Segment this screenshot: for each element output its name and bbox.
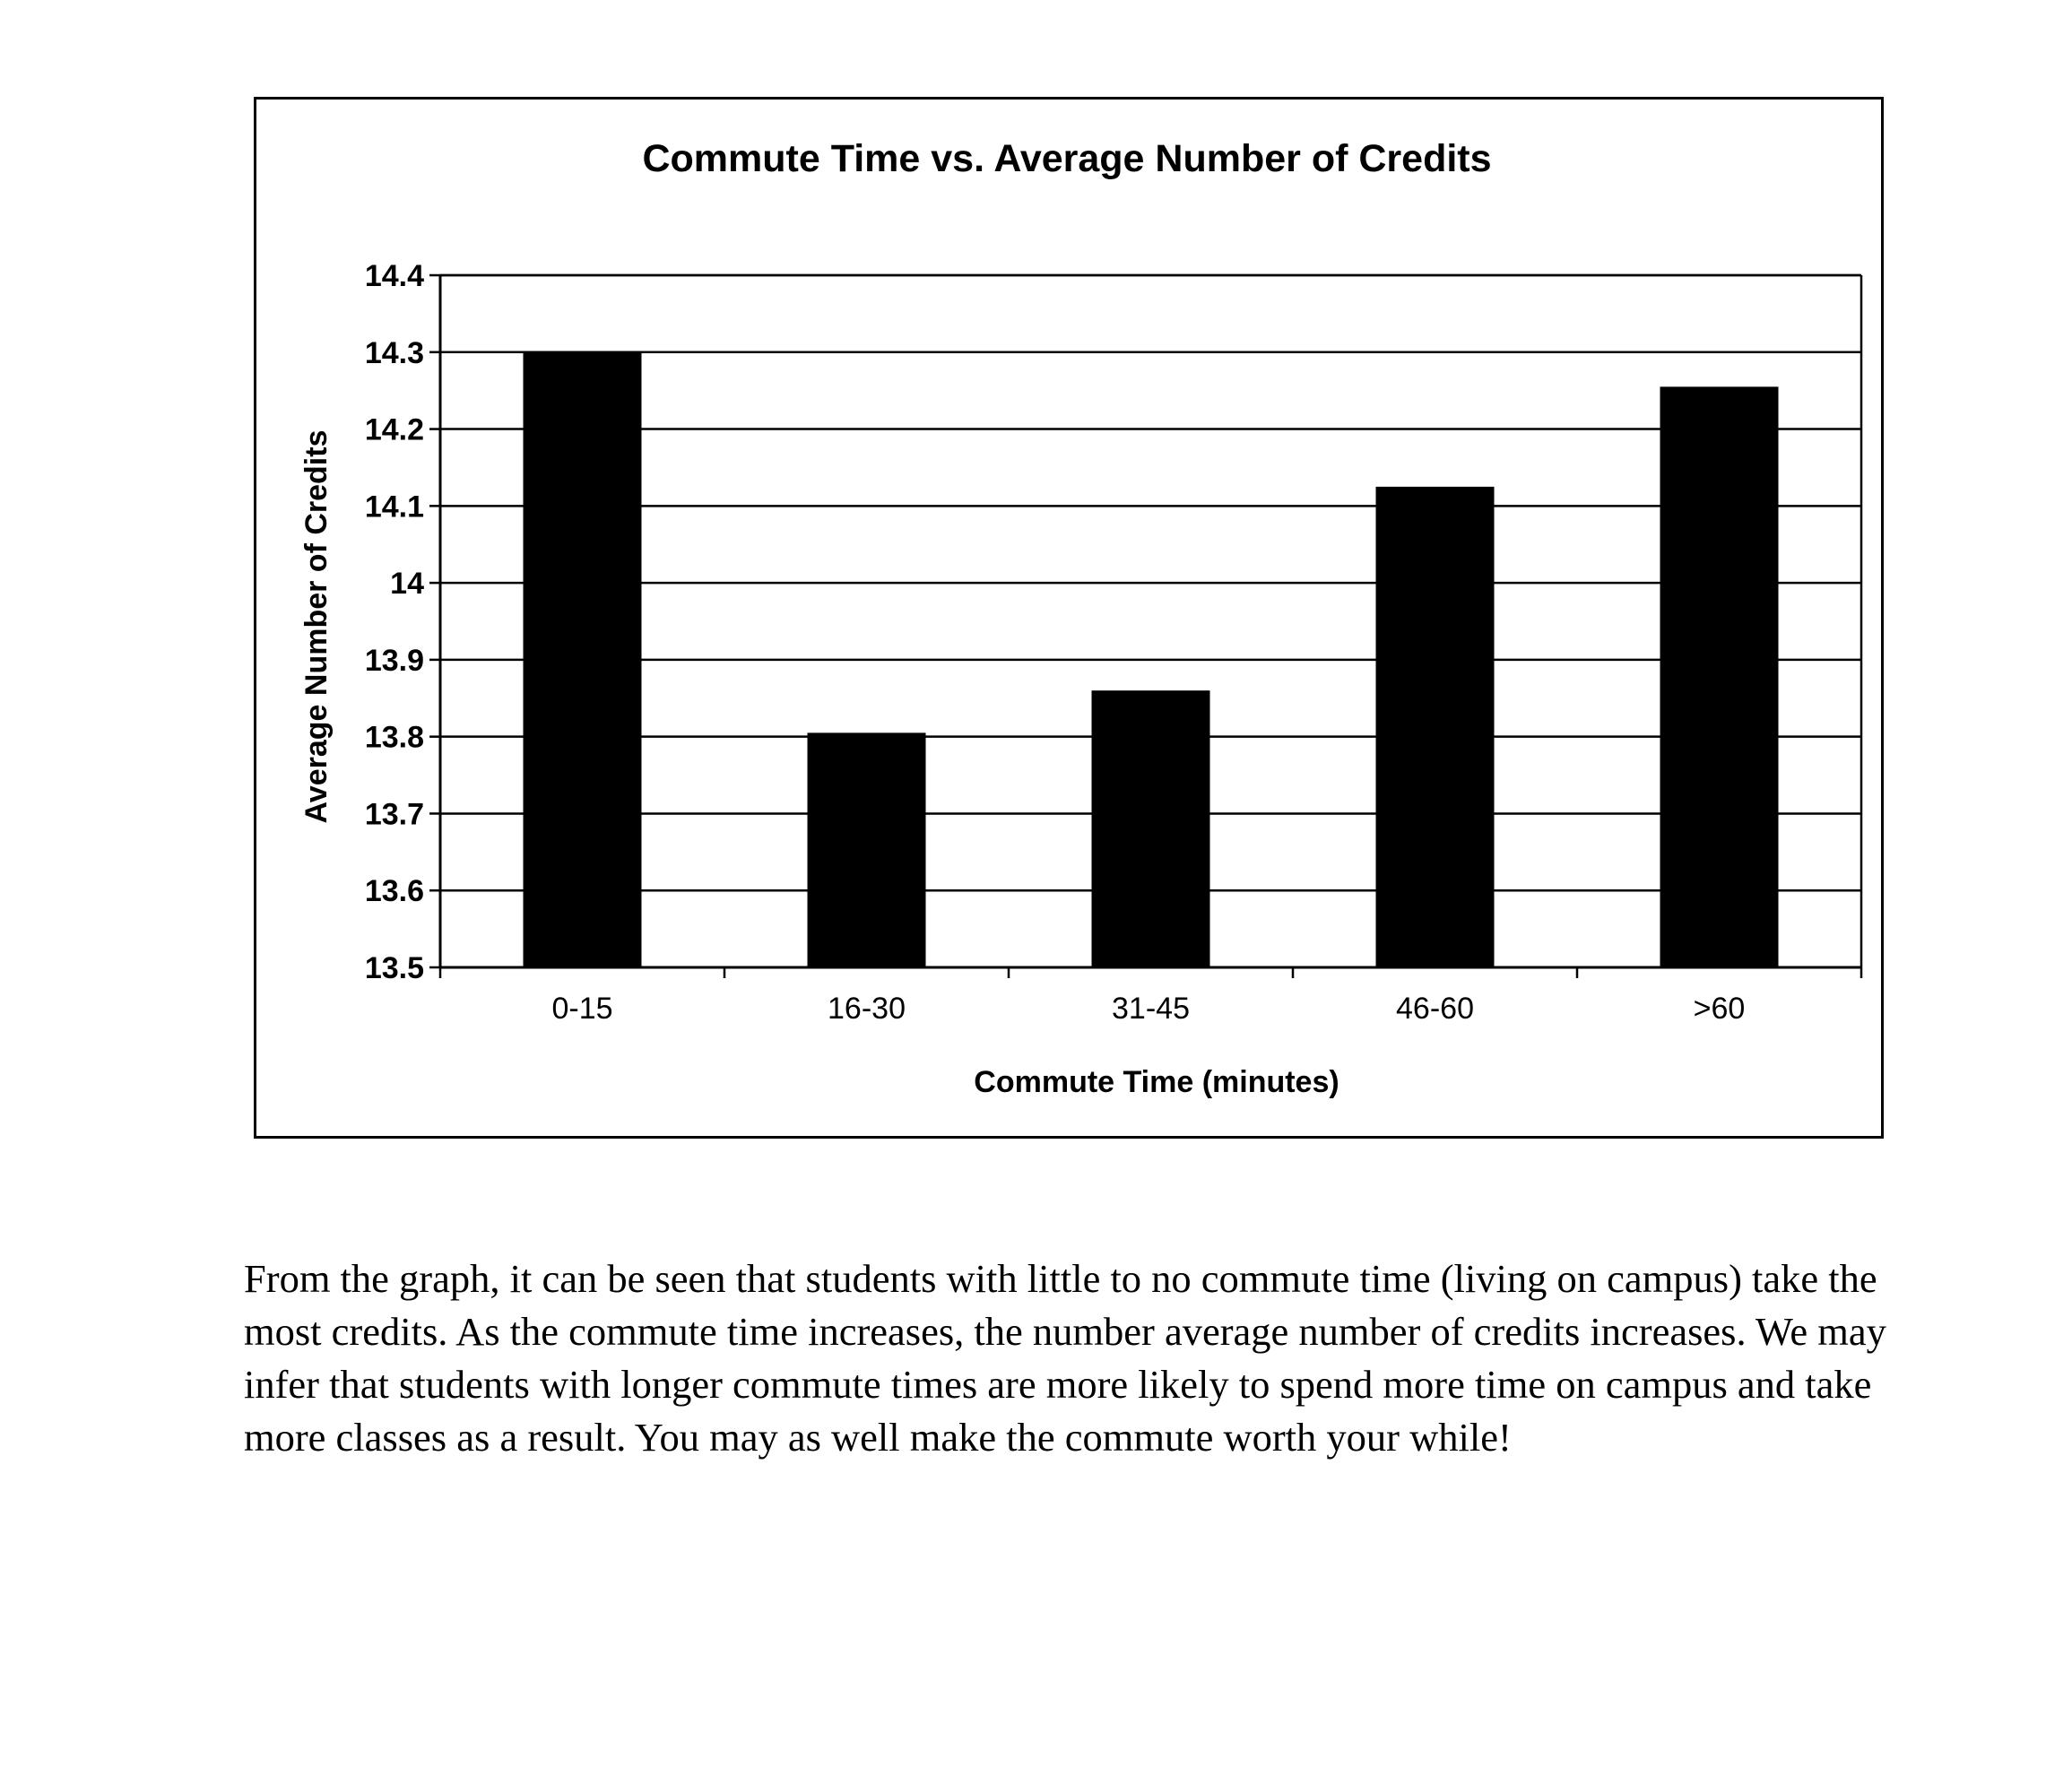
y-tick-label: 13.6 xyxy=(365,874,424,908)
y-tick-label: 13.7 xyxy=(365,797,424,831)
bar-015 xyxy=(523,351,642,967)
bar-1630 xyxy=(807,732,926,967)
x-axis-label: Commute Time (minutes) xyxy=(974,1065,1339,1099)
x-tick-label: 0-15 xyxy=(551,992,612,1026)
y-tick-label: 14.1 xyxy=(365,490,424,524)
y-tick-label: 14.3 xyxy=(365,336,424,370)
chart-title: Commute Time vs. Average Number of Credi… xyxy=(642,137,1491,180)
x-tick-label: 46-60 xyxy=(1396,992,1474,1026)
y-axis-label: Average Number of Credits xyxy=(299,430,334,824)
y-tick-label: 14 xyxy=(390,567,424,601)
x-tick-label: 16-30 xyxy=(828,992,906,1026)
x-tick-labels: 0-15 16-30 31-45 46-60 >60 xyxy=(551,992,1745,1026)
y-tick-label: 14.4 xyxy=(365,259,424,293)
x-tick-label: 31-45 xyxy=(1112,992,1190,1026)
bars xyxy=(523,351,1779,967)
axes xyxy=(429,273,1863,978)
bar-3145 xyxy=(1091,690,1210,967)
y-tick-labels: 13.5 13.6 13.7 13.8 13.9 14 14.1 14.2 14.3 14.4 xyxy=(365,259,424,985)
bar-4660 xyxy=(1375,486,1495,967)
bar-chart: Commute Time vs. Average Number of Credi… xyxy=(299,137,1863,1099)
x-tick-label: >60 xyxy=(1694,992,1746,1026)
y-tick-label: 13.8 xyxy=(365,721,424,755)
y-tick-label: 14.2 xyxy=(365,413,424,447)
chart-frame: Commute Time vs. Average Number of Credi… xyxy=(254,97,1884,1139)
y-tick-label: 13.5 xyxy=(365,951,424,985)
bar-60 xyxy=(1660,386,1779,967)
y-tick-label: 13.9 xyxy=(365,644,424,678)
caption-paragraph: From the graph, it can be seen that stud… xyxy=(244,1256,1886,1460)
